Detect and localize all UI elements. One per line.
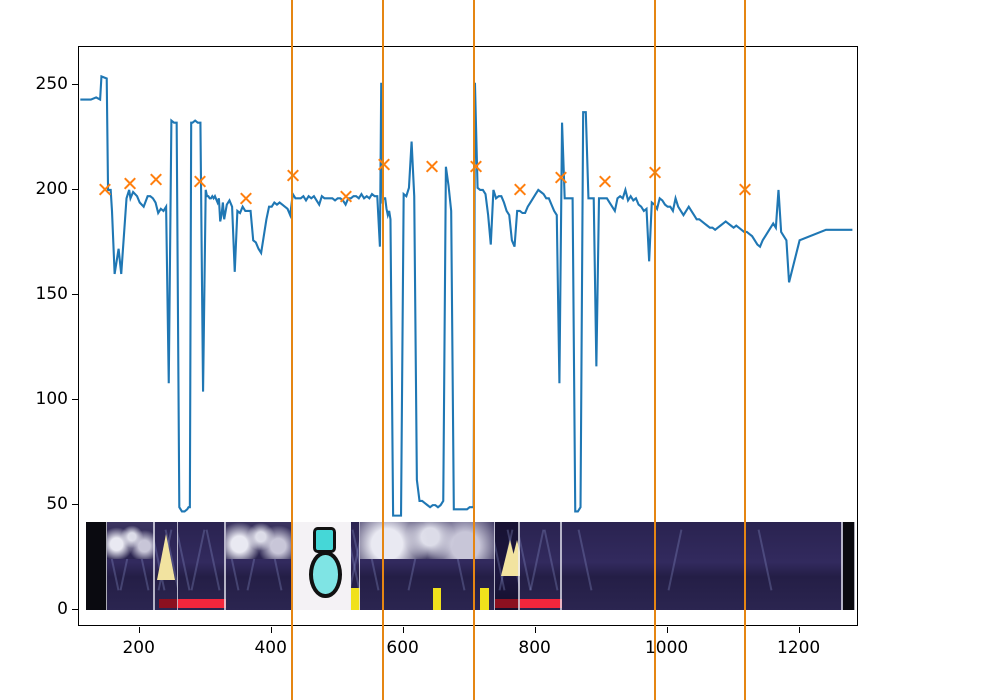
x-tick-mark <box>534 627 536 633</box>
y-tick-mark <box>72 399 78 401</box>
x-tick-label: 800 <box>518 638 551 658</box>
peak-marker <box>97 182 112 197</box>
crowd-area <box>107 521 155 559</box>
stage-edge-bar <box>158 599 178 609</box>
shot-boundary-line <box>291 0 293 700</box>
x-tick-mark <box>270 627 272 633</box>
peak-marker <box>122 176 137 191</box>
stage-yellow-bar <box>433 588 442 611</box>
peak-marker <box>192 174 207 189</box>
filmstrip-frame <box>293 521 352 611</box>
stage-red-bar <box>177 599 226 609</box>
filmstrip-frame <box>225 521 294 611</box>
y-tick-label: 0 <box>57 599 68 620</box>
y-tick-mark <box>72 83 78 85</box>
signal-line <box>80 74 853 517</box>
stage-yellow-bar <box>480 588 489 611</box>
x-tick-label: 400 <box>254 638 287 658</box>
x-tick-mark <box>798 627 800 633</box>
filmstrip-frame <box>107 521 155 611</box>
frame-separator <box>153 521 155 611</box>
x-tick-mark <box>402 627 404 633</box>
frame-separator <box>853 521 856 611</box>
peak-marker <box>425 159 440 174</box>
x-tick-label: 1000 <box>644 638 689 658</box>
x-tick-mark <box>666 627 668 633</box>
frame-separator <box>493 521 495 611</box>
stage-yellow-bar <box>351 588 361 611</box>
stage-red-bar <box>519 599 562 609</box>
shot-boundary-line <box>382 0 384 700</box>
peak-marker <box>376 157 391 172</box>
x-tick-mark <box>138 627 140 633</box>
y-tick-mark <box>72 504 78 506</box>
y-tick-mark <box>72 609 78 611</box>
filmstrip-frame <box>842 521 856 611</box>
frame-separator <box>841 521 843 611</box>
stage-edge-bar <box>494 599 520 609</box>
y-tick-label: 200 <box>35 178 68 199</box>
x-tick-label: 200 <box>122 638 155 658</box>
filmstrip-frame <box>154 521 178 611</box>
cone-light <box>157 534 176 581</box>
peak-marker <box>468 159 483 174</box>
shot-boundary-line <box>654 0 656 700</box>
figure-body <box>309 551 342 598</box>
peak-marker <box>149 172 164 187</box>
plot-content <box>79 47 857 625</box>
frame-separator <box>560 521 562 611</box>
crowd-area <box>225 521 294 559</box>
y-tick-mark <box>72 293 78 296</box>
plot-axes <box>78 46 858 626</box>
y-tick-label: 150 <box>35 283 68 304</box>
signal-line-svg <box>80 74 853 517</box>
peak-marker <box>513 182 528 197</box>
y-tick-label: 100 <box>35 389 68 410</box>
filmstrip-frame <box>177 521 226 611</box>
frame-separator <box>176 521 178 611</box>
y-tick-label: 50 <box>46 494 68 515</box>
peak-marker <box>597 174 612 189</box>
frame-separator <box>105 521 108 611</box>
frame-separator <box>349 521 352 611</box>
shot-boundary-line <box>744 0 747 700</box>
y-tick-label: 250 <box>35 73 68 94</box>
frame-separator <box>358 521 361 611</box>
filmstrip-frame <box>85 521 108 611</box>
y-tick-mark <box>72 188 78 191</box>
shot-boundary-line <box>473 0 475 700</box>
peak-marker <box>238 191 253 206</box>
filmstrip-frame <box>494 521 520 611</box>
frame-separator <box>224 521 226 611</box>
x-tick-label: 1200 <box>776 638 821 658</box>
cone-light <box>508 539 520 576</box>
filmstrip-frame <box>561 521 843 611</box>
filmstrip-frame <box>351 521 361 611</box>
peak-marker <box>554 170 569 185</box>
x-tick-label: 600 <box>386 638 419 658</box>
filmstrip-frame <box>519 521 562 611</box>
frame-separator <box>518 521 520 611</box>
peak-marker <box>338 189 353 204</box>
peak-marker <box>285 168 300 183</box>
